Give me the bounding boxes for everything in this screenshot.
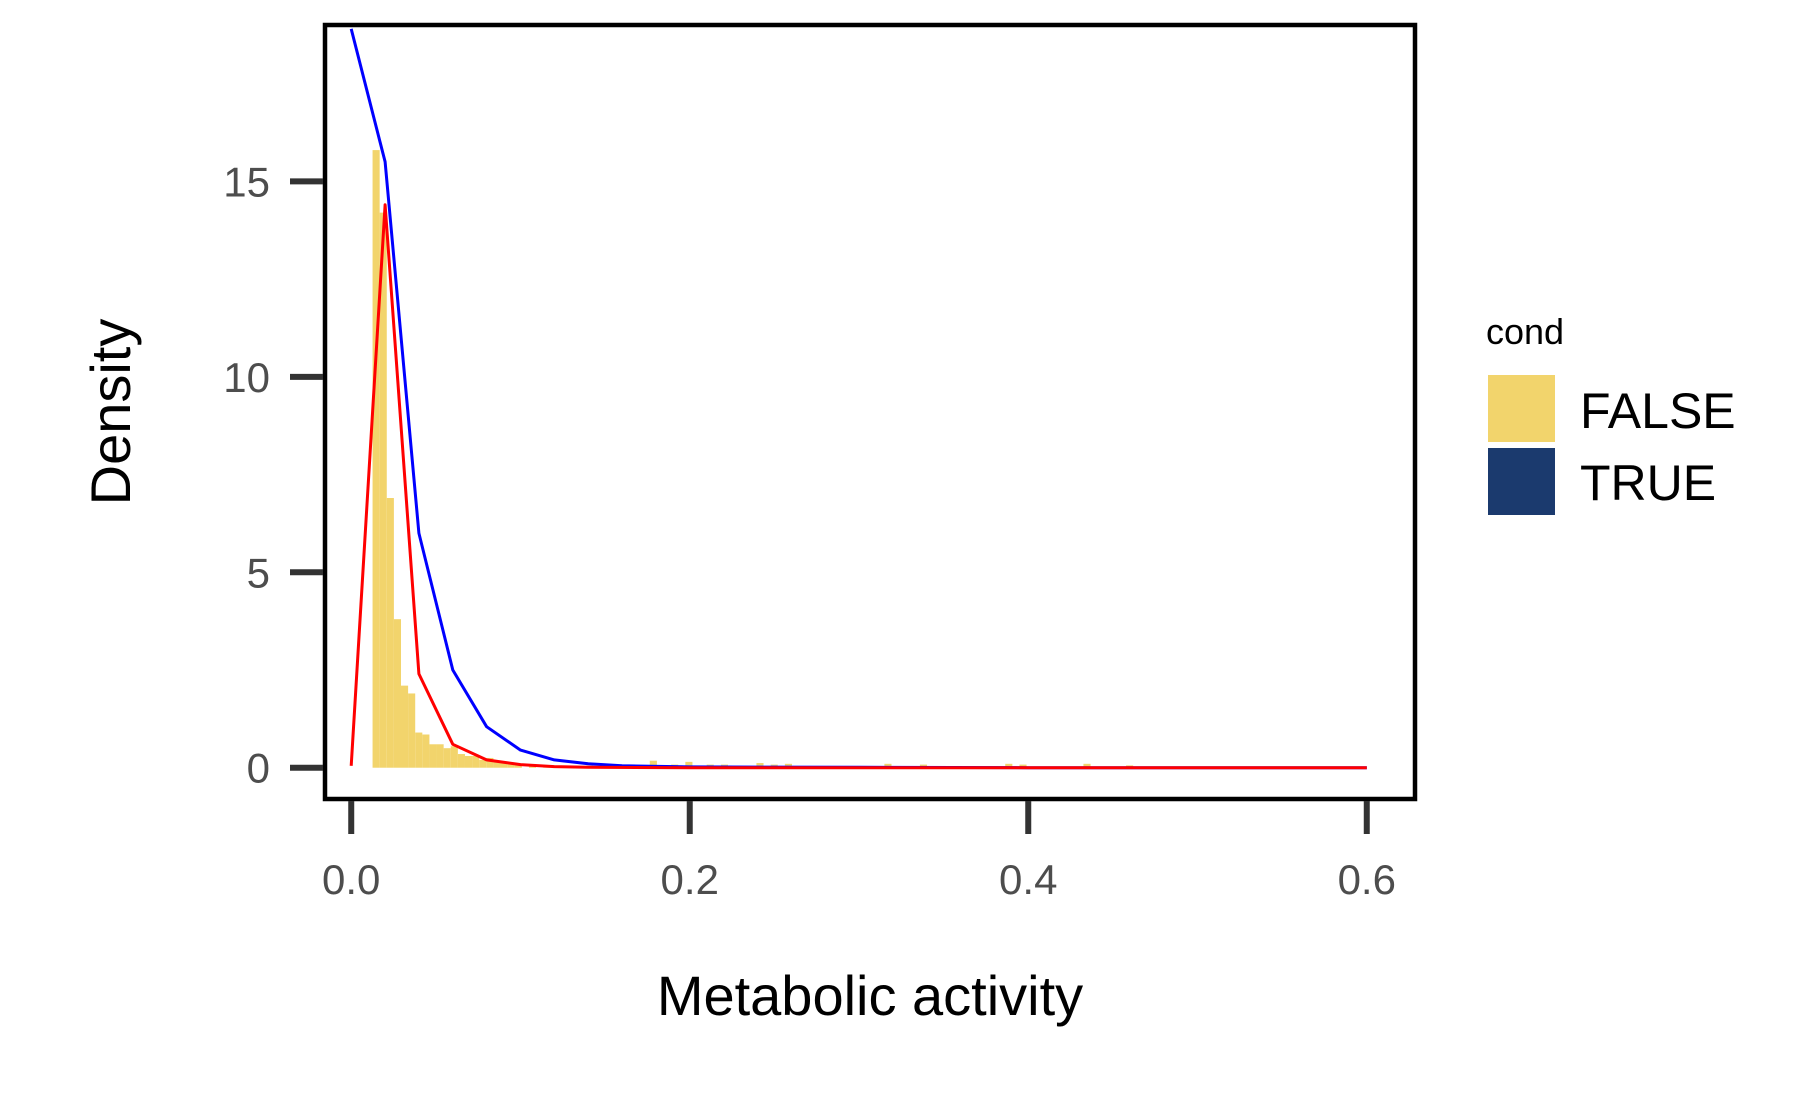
plot-panel-border xyxy=(322,22,1418,802)
histogram-bar xyxy=(436,744,444,768)
histogram-bar xyxy=(507,763,515,768)
histogram-bar xyxy=(1083,763,1091,768)
y-tick-label: 5 xyxy=(247,549,270,596)
x-tick-label: 0.2 xyxy=(661,856,719,903)
legend-label-false: FALSE xyxy=(1580,383,1736,439)
y-axis-title: Density xyxy=(79,319,142,506)
legend: cond FALSE TRUE xyxy=(1486,311,1736,515)
legend-label-true: TRUE xyxy=(1580,455,1716,511)
histogram-bar xyxy=(429,744,437,768)
histogram-bar xyxy=(472,756,480,768)
histogram-bar xyxy=(464,756,473,768)
y-tick-label: 10 xyxy=(223,354,270,401)
density-lines xyxy=(349,28,1367,770)
y-axis: 0 5 10 15 xyxy=(223,158,323,792)
legend-key-true xyxy=(1488,448,1555,515)
y-tick-label: 0 xyxy=(247,745,270,792)
histogram-bar xyxy=(415,732,423,768)
histogram-bar xyxy=(1019,764,1027,768)
y-tick-label: 15 xyxy=(223,158,270,205)
legend-key-false xyxy=(1488,375,1555,442)
histogram-bar xyxy=(479,759,487,768)
histogram-bar xyxy=(386,498,394,768)
histogram-bar xyxy=(443,748,451,768)
histogram-bar xyxy=(493,761,501,768)
density-line xyxy=(349,203,1367,770)
histogram-bar xyxy=(756,763,764,768)
histogram-bar xyxy=(422,734,430,768)
histogram-bar xyxy=(379,212,387,768)
histogram-bar xyxy=(400,685,409,768)
x-axis: 0.0 0.2 0.4 0.6 xyxy=(322,801,1396,903)
histogram-bar xyxy=(1005,763,1013,768)
histogram-bar xyxy=(884,763,892,768)
histogram-bar xyxy=(393,619,401,768)
x-tick-label: 0.4 xyxy=(999,856,1057,903)
histogram-bar xyxy=(685,761,693,768)
legend-title: cond xyxy=(1486,311,1564,352)
histogram-bar xyxy=(450,746,458,768)
histogram-bar xyxy=(500,761,508,768)
x-tick-label: 0.0 xyxy=(322,856,380,903)
histogram-bar xyxy=(649,760,657,768)
histogram-bar xyxy=(372,150,380,768)
histogram-bar xyxy=(408,693,416,768)
histogram-bar xyxy=(486,757,494,768)
x-tick-label: 0.6 xyxy=(1338,856,1396,903)
x-axis-title: Metabolic activity xyxy=(657,964,1083,1027)
histogram-bar xyxy=(457,754,465,768)
